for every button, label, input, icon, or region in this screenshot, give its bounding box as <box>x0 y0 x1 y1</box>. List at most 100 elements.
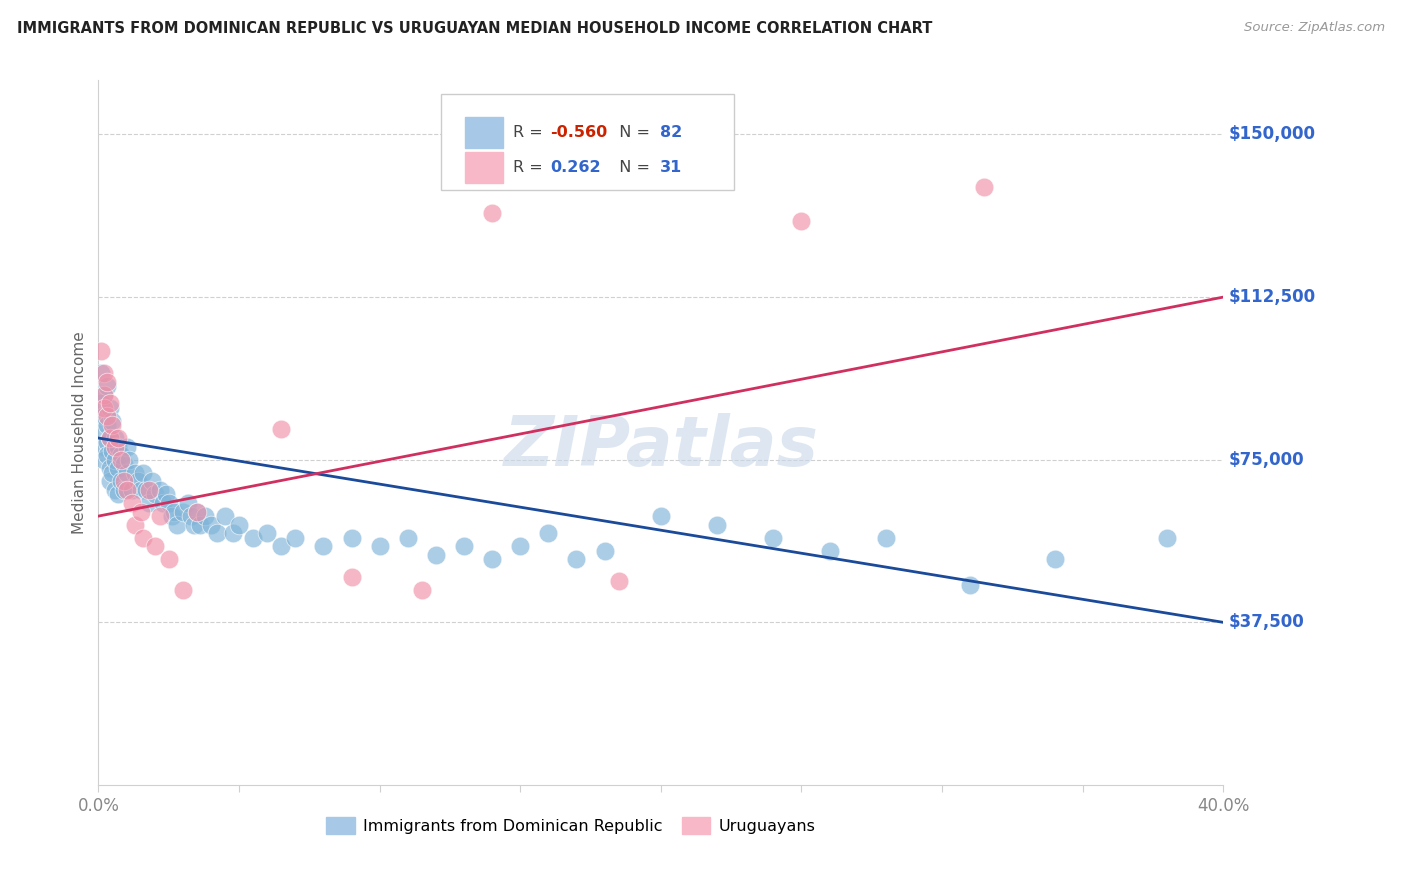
Point <box>312 540 335 554</box>
Point <box>256 526 278 541</box>
Point <box>650 509 672 524</box>
Point <box>453 540 475 554</box>
Point <box>565 552 588 566</box>
Point <box>152 496 174 510</box>
Point <box>107 487 129 501</box>
Point <box>107 440 129 454</box>
Point <box>1043 552 1066 566</box>
Point <box>973 179 995 194</box>
Point <box>143 540 166 554</box>
Text: Source: ZipAtlas.com: Source: ZipAtlas.com <box>1244 21 1385 35</box>
Point <box>96 417 118 432</box>
Point <box>396 531 419 545</box>
Point <box>368 540 391 554</box>
FancyBboxPatch shape <box>465 153 503 184</box>
Point <box>96 409 118 424</box>
Point <box>115 466 138 480</box>
Point <box>163 505 186 519</box>
Point <box>706 517 728 532</box>
Point <box>340 570 363 584</box>
Point <box>93 401 115 415</box>
Point <box>98 461 121 475</box>
Point <box>411 582 433 597</box>
FancyBboxPatch shape <box>465 117 503 148</box>
Point <box>121 496 143 510</box>
Point <box>96 435 118 450</box>
Point <box>132 466 155 480</box>
Point <box>98 475 121 489</box>
Point <box>101 414 124 428</box>
Text: R =: R = <box>513 161 548 176</box>
Point <box>242 531 264 545</box>
Point <box>214 509 236 524</box>
Point <box>90 422 112 436</box>
Text: 82: 82 <box>659 125 682 140</box>
Text: 0.262: 0.262 <box>551 161 602 176</box>
Point <box>593 543 616 558</box>
Point <box>186 505 208 519</box>
Legend: Immigrants from Dominican Republic, Uruguayans: Immigrants from Dominican Republic, Urug… <box>321 811 821 840</box>
Point <box>104 440 127 454</box>
Point <box>166 517 188 532</box>
Point <box>107 461 129 475</box>
Point <box>200 517 222 532</box>
Point <box>98 396 121 410</box>
Point <box>115 440 138 454</box>
Point <box>104 483 127 497</box>
Point <box>96 449 118 463</box>
Point <box>509 540 531 554</box>
Point <box>141 475 163 489</box>
Point <box>180 509 202 524</box>
Point <box>90 366 112 380</box>
Text: ZIPatlas: ZIPatlas <box>503 413 818 480</box>
Point <box>875 531 897 545</box>
Point <box>121 483 143 497</box>
Text: $150,000: $150,000 <box>1229 126 1316 144</box>
Point <box>228 517 250 532</box>
Text: N =: N = <box>609 125 655 140</box>
Point <box>790 214 813 228</box>
Text: -0.560: -0.560 <box>551 125 607 140</box>
Point <box>205 526 228 541</box>
Point <box>112 483 135 497</box>
Point <box>93 440 115 454</box>
Point <box>129 505 152 519</box>
Point <box>186 505 208 519</box>
Text: 31: 31 <box>659 161 682 176</box>
Point <box>132 531 155 545</box>
Point <box>115 483 138 497</box>
Point <box>93 409 115 424</box>
Point <box>93 387 115 401</box>
Point <box>124 517 146 532</box>
Point <box>93 452 115 467</box>
Point <box>143 487 166 501</box>
Point <box>98 401 121 415</box>
Point <box>155 487 177 501</box>
Point <box>107 431 129 445</box>
Point <box>112 457 135 471</box>
Point <box>93 366 115 380</box>
Point <box>101 444 124 458</box>
Point <box>284 531 307 545</box>
Point <box>118 452 141 467</box>
Point <box>762 531 785 545</box>
Point <box>127 475 149 489</box>
Point <box>112 475 135 489</box>
Point <box>194 509 217 524</box>
Point <box>110 475 132 489</box>
Y-axis label: Median Household Income: Median Household Income <box>72 331 87 534</box>
Point <box>104 452 127 467</box>
Point <box>481 552 503 566</box>
Point <box>188 517 211 532</box>
Point <box>129 483 152 497</box>
Point <box>270 422 292 436</box>
Point <box>98 431 121 445</box>
Text: N =: N = <box>609 161 655 176</box>
Point <box>96 375 118 389</box>
Point <box>222 526 245 541</box>
Point <box>138 496 160 510</box>
Text: $112,500: $112,500 <box>1229 288 1316 306</box>
Point <box>425 548 447 562</box>
Point <box>172 582 194 597</box>
Point <box>160 509 183 524</box>
